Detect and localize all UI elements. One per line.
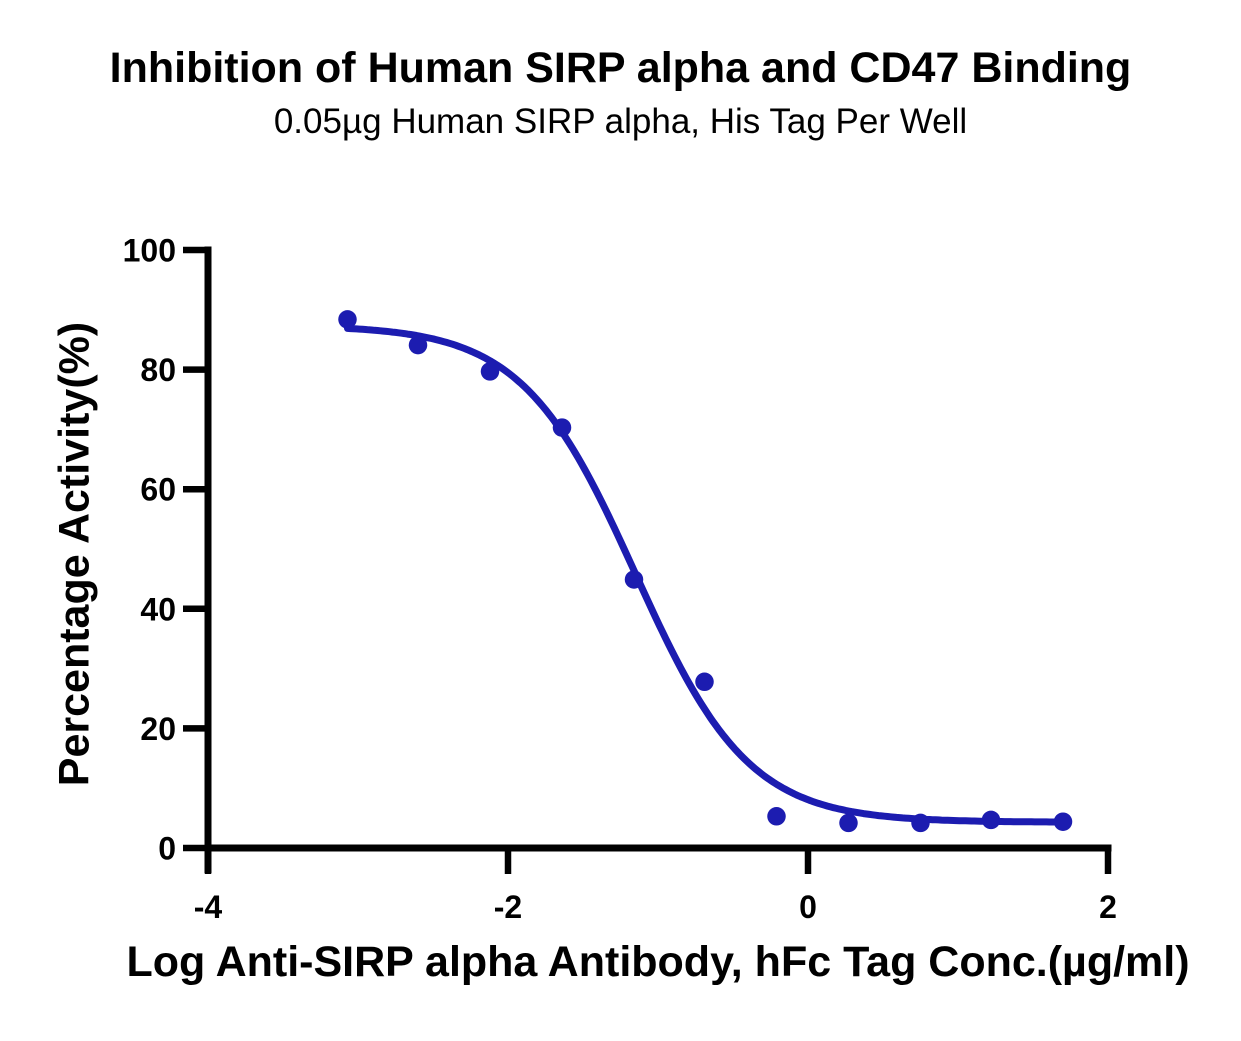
x-axis-label: Log Anti-SIRP alpha Antibody, hFc Tag Co… [126, 938, 1190, 986]
data-point [338, 310, 357, 329]
data-point [480, 362, 500, 381]
data-point [1053, 812, 1073, 831]
data-point [767, 807, 786, 826]
x-tick-label: 0 [799, 889, 817, 925]
data-point [552, 418, 572, 437]
data-point [695, 672, 714, 692]
data-point [624, 570, 644, 589]
y-tick-label: 0 [158, 831, 176, 867]
y-tick-label: 40 [140, 591, 176, 627]
y-tick-label: 60 [140, 472, 176, 508]
x-tick-label: -4 [194, 889, 223, 925]
y-tick-label: 100 [123, 233, 176, 269]
chart-title: Inhibition of Human SIRP alpha and CD47 … [109, 44, 1132, 92]
y-tick-label: 20 [140, 711, 176, 747]
data-point [981, 810, 1001, 830]
data-point [408, 335, 428, 355]
fit-curve [344, 324, 1065, 826]
x-tick-label: 2 [1099, 889, 1117, 925]
chart-subtitle: 0.05µg Human SIRP alpha, His Tag Per Wel… [273, 102, 968, 141]
y-tick-label: 80 [140, 352, 176, 388]
data-point [911, 813, 930, 833]
data-point [839, 813, 858, 833]
x-tick-label: -2 [494, 889, 522, 925]
